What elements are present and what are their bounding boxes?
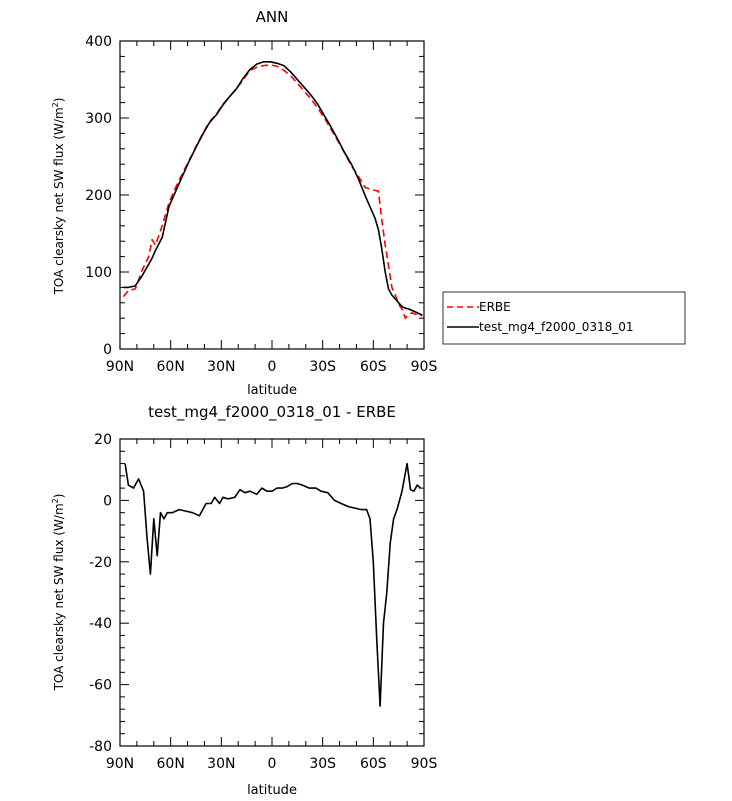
top-y-tick-label: 300	[85, 111, 112, 127]
top-x-tick-label: 0	[268, 359, 277, 375]
top-series-line-test-mg4-f2000-0318-01	[123, 60, 423, 316]
top-y-tick-label: 100	[85, 265, 112, 281]
bottom-plot-area: 90N 60N 30N 0 30S 60S 90S -80 -60 -40 -20 0 20	[89, 432, 437, 772]
top-x-tick-label: 30N	[207, 359, 235, 375]
top-x-tick-label: 60S	[360, 359, 387, 375]
bottom-y-tick-label: -60	[89, 678, 112, 694]
top-x-tick-label: 90S	[411, 359, 438, 375]
bottom-y-tick-label: 0	[103, 493, 112, 509]
bottom-x-tick-label: 60N	[157, 756, 185, 772]
bottom-x-tick-label: 30S	[309, 756, 336, 772]
top-x-axis-label: latitude	[247, 383, 297, 398]
top-y-axis-label: TOA clearsky net SW flux (W/m2)	[51, 98, 66, 296]
bottom-panel-title: test_mg4_f2000_0318_01 - ERBE	[148, 403, 396, 422]
bottom-x-tick-label: 0	[268, 756, 277, 772]
top-x-tick-label: 30S	[309, 359, 336, 375]
bottom-x-tick-label: 30N	[207, 756, 235, 772]
top-x-tick-label: 90N	[106, 359, 134, 375]
legend-label-erbe: ERBE	[479, 300, 511, 314]
top-panel: ANN 90N 60N 30N 0 30S 60S 90S 0 100 200 300 400 lat…	[51, 8, 437, 398]
top-plot-area: 90N 60N 30N 0 30S 60S 90S 0 100 200 300 400	[85, 34, 437, 375]
top-y-tick-label: 400	[85, 34, 112, 50]
bottom-y-tick-label: 20	[94, 432, 112, 448]
bottom-series-line-0	[124, 462, 422, 707]
bottom-y-tick-label: -20	[89, 555, 112, 571]
legend: ERBE test_mg4_f2000_0318_01	[442, 291, 686, 345]
bottom-x-axis-label: latitude	[247, 783, 297, 798]
bottom-x-tick-label: 90N	[106, 756, 134, 772]
top-panel-title: ANN	[256, 8, 289, 26]
bottom-x-tick-label: 90S	[411, 756, 438, 772]
legend-label-model: test_mg4_f2000_0318_01	[479, 320, 634, 334]
top-frame	[119, 40, 425, 350]
bottom-x-tick-label: 60S	[360, 756, 387, 772]
top-x-tick-label: 60N	[157, 359, 185, 375]
bottom-y-tick-label: -40	[89, 616, 112, 632]
top-y-tick-label: 0	[103, 342, 112, 358]
bottom-frame	[119, 438, 425, 747]
top-y-tick-label: 200	[85, 188, 112, 204]
bottom-y-tick-label: -80	[89, 739, 112, 755]
legend-box	[442, 291, 686, 345]
bottom-panel: test_mg4_f2000_0318_01 - ERBE 90N 60N 30N 0…	[51, 403, 437, 798]
bottom-y-axis-label: TOA clearsky net SW flux (W/m2)	[51, 494, 66, 692]
top-series-line-erbe	[122, 64, 423, 320]
